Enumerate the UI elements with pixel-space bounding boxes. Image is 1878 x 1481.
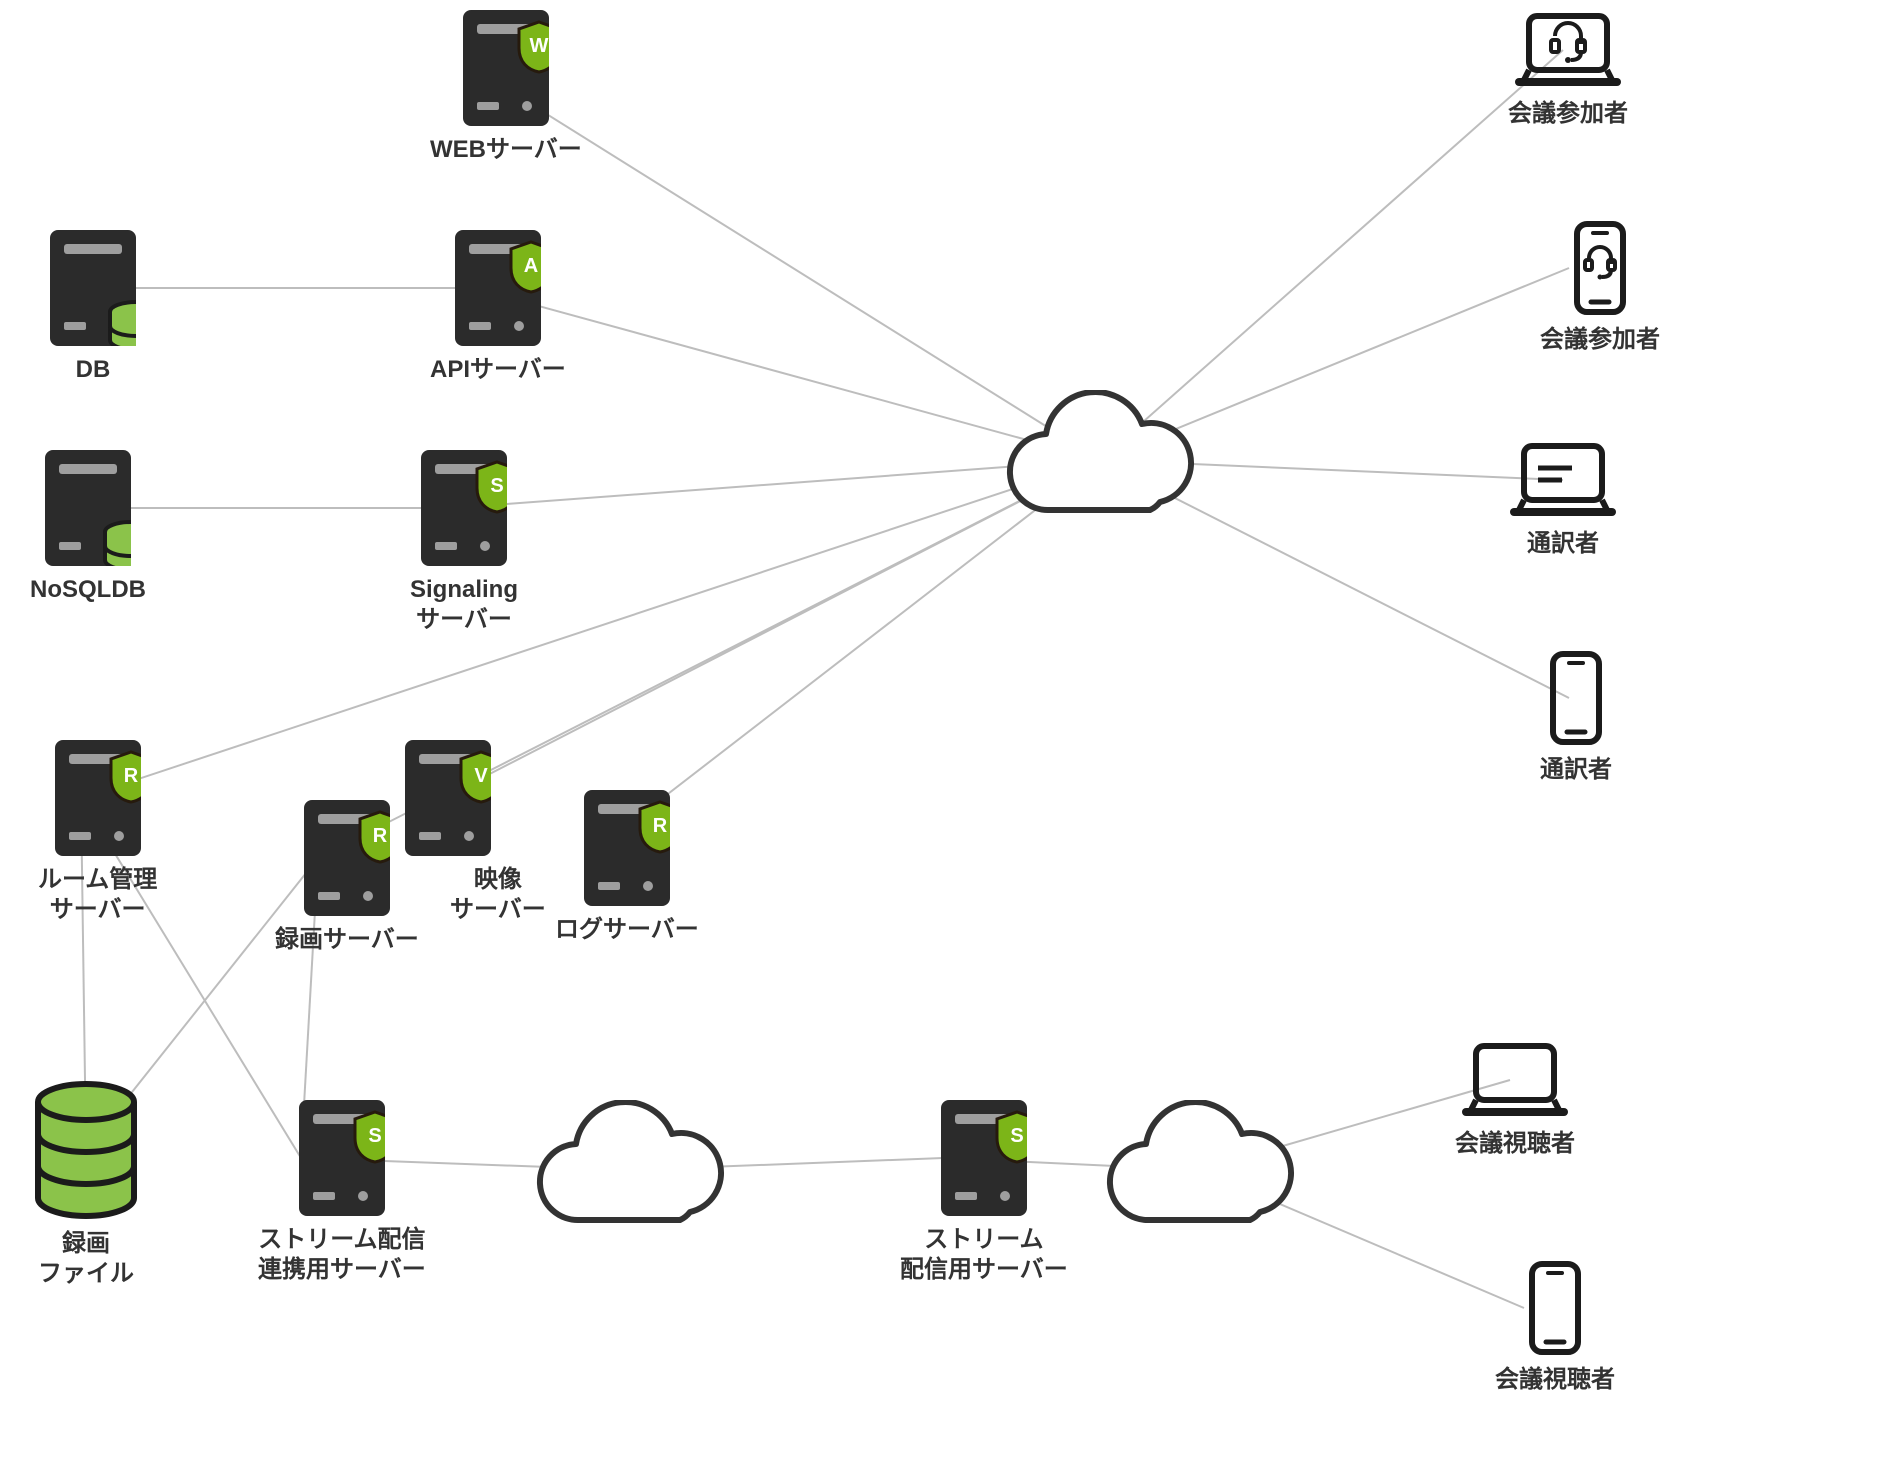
node-stream: S ストリーム配信 連携用サーバー xyxy=(258,1100,426,1285)
laptop-lines-icon xyxy=(1508,440,1618,525)
node-label: DB xyxy=(76,355,111,385)
svg-text:V: V xyxy=(474,765,488,787)
svg-text:S: S xyxy=(368,1125,381,1147)
node-ph1: 会議参加者 xyxy=(1540,220,1660,355)
node-ph2: 通訳者 xyxy=(1540,650,1612,785)
laptop-headset-icon xyxy=(1513,10,1623,95)
laptop-icon xyxy=(1460,1040,1570,1125)
svg-text:S: S xyxy=(490,475,503,497)
node-label: ストリーム配信 連携用サーバー xyxy=(258,1225,426,1285)
phone-icon xyxy=(1526,1260,1584,1361)
node-sig: S Signaling サーバー xyxy=(410,450,518,635)
server-icon: S xyxy=(421,450,507,571)
node-label: APIサーバー xyxy=(430,355,566,385)
cloud-icon xyxy=(1090,1100,1310,1245)
node-cloud1 xyxy=(990,390,1210,535)
node-cloud3 xyxy=(1090,1100,1310,1245)
svg-text:S: S xyxy=(1010,1125,1023,1147)
node-rec: R 録画サーバー xyxy=(275,800,419,955)
dbserver-icon xyxy=(50,230,136,351)
node-room: R ルーム管理 サーバー xyxy=(38,740,157,925)
dbserver-icon xyxy=(45,450,131,571)
node-label: 会議参加者 xyxy=(1508,99,1628,129)
node-db: DB xyxy=(50,230,136,385)
svg-text:R: R xyxy=(653,815,668,837)
node-label: Signaling サーバー xyxy=(410,575,518,635)
node-label: WEBサーバー xyxy=(430,135,582,165)
node-label: 会議視聴者 xyxy=(1495,1365,1615,1395)
node-cloud2 xyxy=(520,1100,740,1245)
svg-text:W: W xyxy=(529,35,548,57)
node-label: 通訳者 xyxy=(1527,529,1599,559)
cloud-icon xyxy=(520,1100,740,1245)
node-recfile: 録画 ファイル xyxy=(30,1080,142,1289)
node-label: ストリーム 配信用サーバー xyxy=(900,1225,1068,1285)
node-label: 通訳者 xyxy=(1540,755,1612,785)
node-nosql: NoSQLDB xyxy=(30,450,146,605)
node-dist: S ストリーム 配信用サーバー xyxy=(900,1100,1068,1285)
server-icon: S xyxy=(299,1100,385,1221)
server-icon: R xyxy=(584,790,670,911)
cloud-icon xyxy=(990,390,1210,535)
node-lap1: 会議参加者 xyxy=(1508,10,1628,129)
node-label: NoSQLDB xyxy=(30,575,146,605)
node-label: 映像 サーバー xyxy=(450,865,546,925)
node-lap2: 通訳者 xyxy=(1508,440,1618,559)
node-ph3: 会議視聴者 xyxy=(1495,1260,1615,1395)
server-icon: A xyxy=(455,230,541,351)
node-label: 録画 ファイル xyxy=(38,1229,134,1289)
svg-text:R: R xyxy=(373,825,388,847)
node-label: 会議参加者 xyxy=(1540,325,1660,355)
diskstack-icon xyxy=(30,1080,142,1225)
node-api: A APIサーバー xyxy=(430,230,566,385)
server-icon: V xyxy=(405,740,491,861)
server-icon: S xyxy=(941,1100,1027,1221)
server-icon: W xyxy=(463,10,549,131)
node-video: V 映像 サーバー xyxy=(400,740,496,925)
node-lap3: 会議視聴者 xyxy=(1455,1040,1575,1159)
server-icon: R xyxy=(55,740,141,861)
phone-icon xyxy=(1547,650,1605,751)
node-label: ルーム管理 サーバー xyxy=(38,865,157,925)
node-label: 会議視聴者 xyxy=(1455,1129,1575,1159)
node-web: W WEBサーバー xyxy=(430,10,582,165)
node-label: 録画サーバー xyxy=(275,925,419,955)
node-log: R ログサーバー xyxy=(555,790,699,945)
svg-text:R: R xyxy=(123,765,138,787)
phone-headset-icon xyxy=(1571,220,1629,321)
server-icon: R xyxy=(304,800,390,921)
node-label: ログサーバー xyxy=(555,915,699,945)
svg-text:A: A xyxy=(524,255,538,277)
